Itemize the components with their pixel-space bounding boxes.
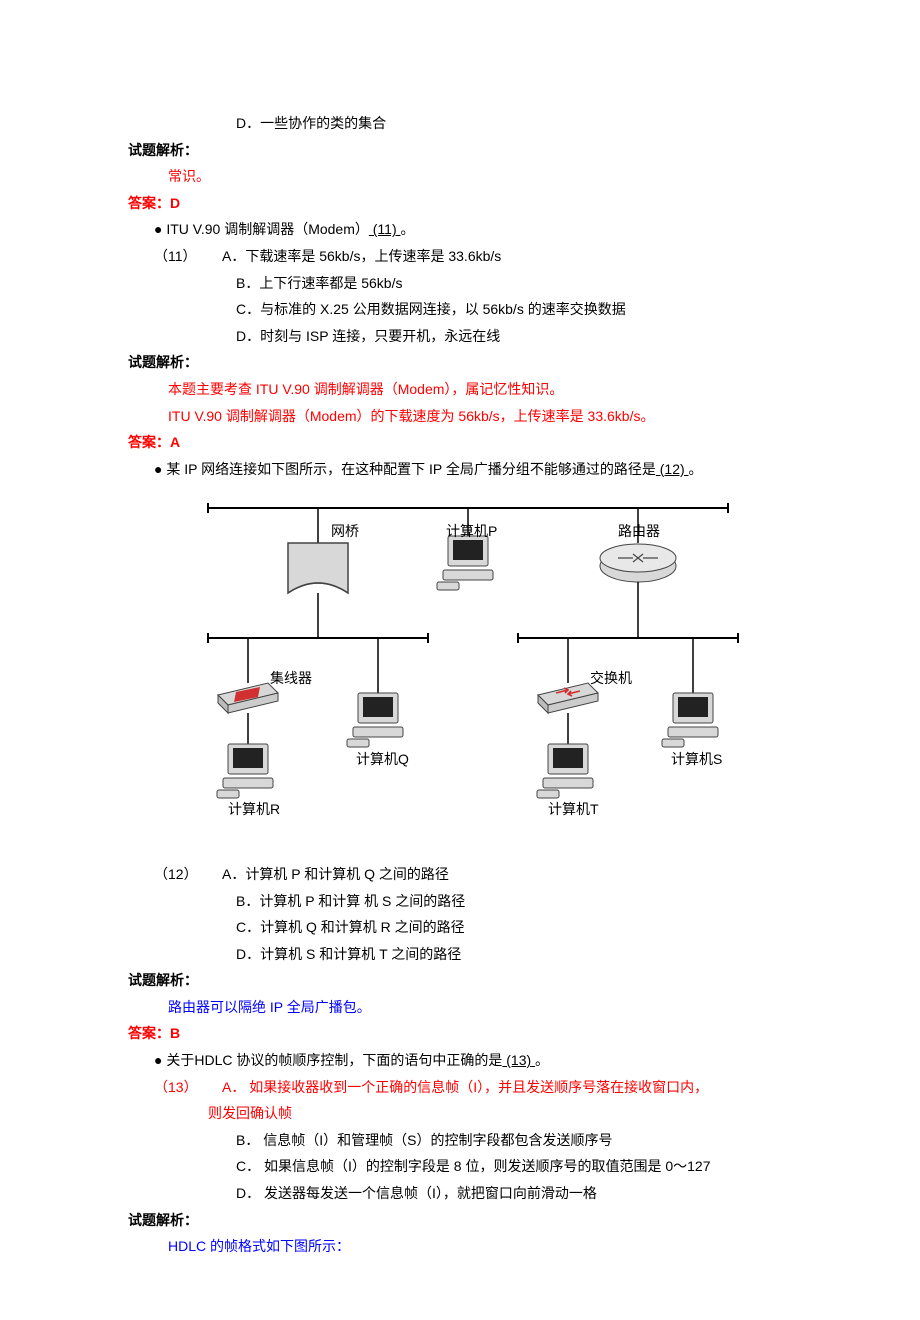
bridge-icon	[288, 543, 348, 593]
q13-stem: ● 关于HDLC 协议的帧顺序控制，下面的语句中正确的是 (13) 。	[128, 1047, 792, 1074]
q12-option-b: B．计算机 P 和计算 机 S 之间的路径	[128, 888, 792, 915]
q12-opt-a-row: （12）A．计算机 P 和计算机 Q 之间的路径	[128, 861, 792, 888]
pc-t-label: 计算机T	[548, 801, 599, 817]
q11-blank: (11)	[369, 221, 401, 237]
q12-option-d: D．计算机 S 和计算机 T 之间的路径	[128, 941, 792, 968]
router-icon	[600, 544, 676, 582]
pc-r-label: 计算机R	[228, 801, 280, 817]
pc-s-icon	[662, 693, 718, 747]
q11-analysis-line1: 本题主要考查 ITU V.90 调制解调器（Modem），属记忆性知识。	[128, 376, 792, 403]
bridge-label: 网桥	[331, 523, 359, 539]
q13-analysis-label: 试题解析：	[128, 1207, 792, 1234]
q13-analysis-text: HDLC 的帧格式如下图所示：	[128, 1233, 792, 1260]
q11-stem-prefix: ● ITU V.90 调制解调器（Modem）	[154, 221, 369, 237]
router-label: 路由器	[618, 523, 660, 539]
pc-t-icon	[537, 744, 593, 798]
answer-prefix: 答案：	[128, 195, 170, 211]
q11-answer: 答案：A	[128, 429, 792, 456]
q11-stem-suffix: 。	[401, 221, 415, 237]
hub-icon	[218, 683, 278, 713]
q11-analysis-line2: ITU V.90 调制解调器（Modem）的下载速度为 56kb/s，上传速率是…	[128, 403, 792, 430]
switch-icon	[538, 683, 598, 713]
q12-answer: 答案：B	[128, 1020, 792, 1047]
q11-option-d: D．时刻与 ISP 连接，只要开机，永远在线	[128, 323, 792, 350]
q10-answer: 答案：D	[128, 190, 792, 217]
answer-prefix: 答案：	[128, 434, 170, 450]
q13-option-b: B． 信息帧（I）和管理帧（S）的控制字段都包含发送顺序号	[128, 1127, 792, 1154]
q12-stem: ● 某 IP 网络连接如下图所示，在这种配置下 IP 全局广播分组不能够通过的路…	[128, 456, 792, 483]
q13-blank: (13)	[502, 1052, 535, 1068]
hub-label: 集线器	[270, 670, 312, 686]
q11-number: （11）	[154, 243, 222, 270]
q12-analysis-text: 路由器可以隔绝 IP 全局广播包。	[128, 994, 792, 1021]
q11-opt-a-row: （11）A．下载速率是 56kb/s，上传速率是 33.6kb/s	[128, 243, 792, 270]
document-page: D．一些协作的类的集合 试题解析： 常识。 答案：D ● ITU V.90 调制…	[0, 0, 920, 1320]
q11-option-c: C．与标准的 X.25 公用数据网连接，以 56kb/s 的速率交换数据	[128, 296, 792, 323]
pc-s-label: 计算机S	[671, 751, 722, 767]
q13-number: （13）	[154, 1074, 222, 1101]
q10-analysis-label: 试题解析：	[128, 137, 792, 164]
answer-prefix: 答案：	[128, 1025, 170, 1041]
answer-value: B	[170, 1025, 180, 1041]
q11-option-a: A．下载速率是 56kb/s，上传速率是 33.6kb/s	[222, 248, 501, 264]
q11-stem: ● ITU V.90 调制解调器（Modem） (11) 。	[128, 216, 792, 243]
q11-analysis-label: 试题解析：	[128, 349, 792, 376]
q10-option-d: D．一些协作的类的集合	[128, 110, 792, 137]
pc-q-label: 计算机Q	[356, 751, 409, 767]
q13-option-a: A． 如果接收器收到一个正确的信息帧（I），并且发送顺序号落在接收窗口内，	[222, 1079, 708, 1095]
network-svg: 网桥 计算机P 路由器	[188, 488, 748, 848]
q13-opt-a-row: （13）A． 如果接收器收到一个正确的信息帧（I），并且发送顺序号落在接收窗口内…	[128, 1074, 792, 1101]
pc-q-icon	[347, 693, 403, 747]
q12-stem-suffix: 。	[689, 461, 703, 477]
q12-option-a: A．计算机 P 和计算机 Q 之间的路径	[222, 866, 449, 882]
switch-label: 交换机	[590, 670, 632, 686]
q11-option-b: B．上下行速率都是 56kb/s	[128, 270, 792, 297]
q12-blank: (12)	[656, 461, 689, 477]
q13-stem-suffix: 。	[535, 1052, 549, 1068]
pc-r-icon	[217, 744, 273, 798]
q12-stem-prefix: ● 某 IP 网络连接如下图所示，在这种配置下 IP 全局广播分组不能够通过的路…	[154, 461, 656, 477]
pc-p-icon	[437, 536, 493, 590]
q13-stem-prefix: ● 关于HDLC 协议的帧顺序控制，下面的语句中正确的是	[154, 1052, 502, 1068]
answer-value: A	[170, 434, 180, 450]
q12-analysis-label: 试题解析：	[128, 967, 792, 994]
q13-option-c: C． 如果信息帧（I）的控制字段是 8 位，则发送顺序号的取值范围是 0～127	[128, 1153, 792, 1180]
q12-option-c: C．计算机 Q 和计算机 R 之间的路径	[128, 914, 792, 941]
q13-option-d: D． 发送器每发送一个信息帧（I），就把窗口向前滑动一格	[128, 1180, 792, 1207]
q10-analysis-text: 常识。	[128, 163, 792, 190]
q12-network-diagram: 网桥 计算机P 路由器	[188, 488, 732, 857]
pc-p-label: 计算机P	[446, 523, 497, 539]
q13-option-a-cont: 则发回确认帧	[128, 1100, 792, 1127]
q12-number: （12）	[154, 861, 222, 888]
answer-value: D	[170, 195, 180, 211]
